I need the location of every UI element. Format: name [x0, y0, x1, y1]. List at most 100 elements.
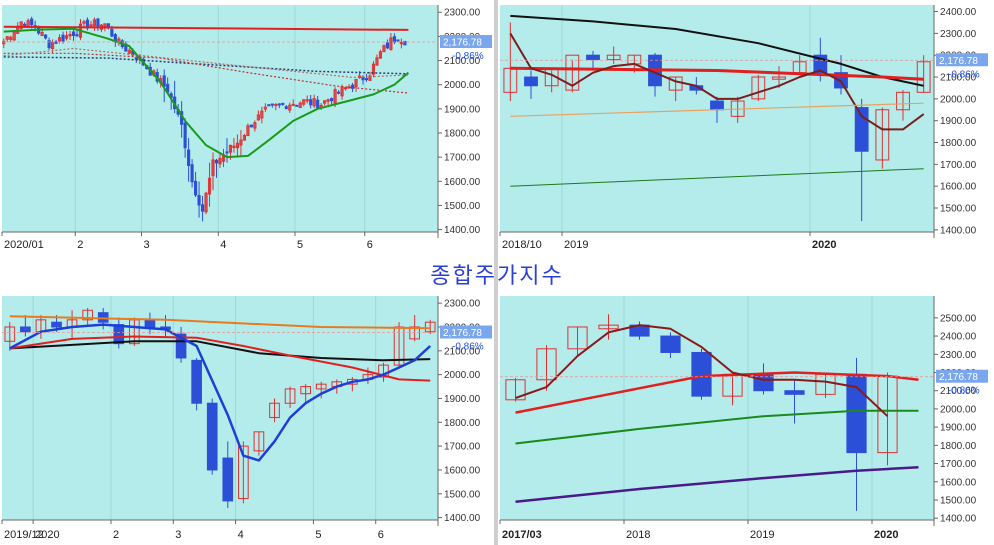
x-tick-label: 2020 [874, 529, 898, 541]
candle-up [298, 102, 302, 108]
candle-up [399, 41, 403, 45]
candle-up [239, 139, 243, 146]
y-tick-label: 2300.00 [940, 29, 977, 40]
candle-down [281, 102, 285, 105]
candle-down [316, 99, 320, 109]
moving-average-line [9, 323, 432, 462]
candle-up [288, 104, 292, 111]
candle-up [424, 321, 436, 333]
candle-down [144, 319, 156, 328]
candle-down [20, 326, 31, 333]
chart-panel-monthly: 2400.002300.002200.002100.002000.001900.… [498, 0, 994, 256]
last-price-label: 2,176.78 [443, 38, 482, 49]
chart-monthly-svg: 2400.002300.002200.002100.002000.001900.… [499, 5, 988, 251]
x-tick-label: 3 [144, 239, 150, 251]
candle-down [200, 204, 205, 212]
moving-average-line [3, 27, 410, 159]
y-tick-label: 1600.00 [444, 177, 481, 188]
y-tick-label: 2100.00 [940, 386, 977, 397]
candle-up [875, 109, 890, 161]
chart-long-term-svg: 2500.002400.002300.002200.002100.002000.… [499, 296, 988, 541]
y-tick-label: 1400.00 [940, 514, 977, 525]
panel-divider-vertical [494, 0, 498, 545]
candle-up [103, 23, 107, 27]
candle-down [309, 99, 313, 106]
x-tick-label: 2020 [812, 239, 836, 251]
candle-up [232, 145, 236, 148]
candle-down [206, 402, 218, 471]
candle-down [396, 39, 400, 42]
candle-up [343, 87, 348, 90]
moving-average-line [9, 340, 431, 362]
candle-up [57, 37, 62, 42]
candle-down [54, 41, 58, 44]
candle-up [368, 75, 372, 81]
candle-down [191, 359, 202, 404]
last-price-box [936, 369, 988, 383]
x-tick-label: 6 [367, 239, 373, 251]
y-tick-label: 1800.00 [444, 418, 481, 429]
y-tick-label: 2100.00 [444, 346, 481, 357]
last-price-box [936, 53, 988, 67]
candles [505, 314, 898, 511]
y-tick-label: 1800.00 [444, 128, 481, 139]
chart-daily-svg: 2300.002200.002100.002000.001900.001800.… [1, 5, 492, 251]
candle-up [204, 192, 208, 213]
candle-up [64, 35, 69, 39]
candle-up [4, 326, 16, 342]
candle-down [183, 122, 187, 149]
y-tick-label: 2100.00 [940, 73, 977, 84]
candle-up [256, 114, 260, 121]
plot-area [2, 5, 438, 232]
change-percent-label: -0.86% [452, 51, 484, 62]
candle-up [9, 36, 13, 40]
candle-down [586, 54, 600, 61]
y-tick-label: 2300.00 [444, 8, 481, 19]
y-tick-label: 1700.00 [444, 153, 481, 164]
y-tick-label: 1600.00 [940, 477, 977, 488]
change-percent-label: -0.86% [948, 386, 980, 397]
candle-down [75, 34, 79, 37]
candle-up [916, 61, 931, 93]
y-tick-label: 1700.00 [444, 442, 481, 453]
candle-up [305, 99, 309, 102]
x-tick-label: 4 [238, 529, 244, 541]
candle-up [371, 63, 376, 75]
moving-average-line [510, 168, 924, 187]
x-tick-label: 2020 [35, 529, 59, 541]
y-tick-label: 2400.00 [940, 7, 977, 18]
x-tick-label: 2019 [750, 529, 774, 541]
moving-average-line [510, 66, 924, 81]
candle-up [92, 19, 97, 27]
candle-up [354, 78, 358, 88]
x-tick-label: 2018 [626, 529, 650, 541]
candle-up [302, 99, 306, 105]
candle-down [361, 76, 365, 81]
candle-down [51, 321, 62, 328]
candle-up [260, 110, 264, 119]
candle-up [409, 326, 420, 340]
candle-up [246, 125, 250, 137]
candle-down [47, 40, 51, 49]
x-tick-label: 2019/12 [4, 529, 44, 541]
candle-up [312, 98, 316, 107]
candle-up [751, 76, 766, 100]
last-price-label: 2,176.78 [939, 372, 978, 383]
x-tick-label: 2 [113, 529, 119, 541]
candle-up [82, 21, 86, 24]
y-tick-label: 2300.00 [940, 350, 977, 361]
candle-down [337, 91, 341, 94]
candle-down [350, 84, 355, 89]
moving-average-line [3, 56, 409, 75]
candle-up [378, 51, 383, 59]
candle-down [162, 75, 166, 87]
candle-down [364, 78, 369, 81]
y-tick-label: 1500.00 [940, 203, 977, 214]
candle-up [565, 54, 580, 91]
candle-up [284, 388, 296, 404]
y-tick-label: 1800.00 [940, 138, 977, 149]
candle-down [284, 106, 288, 110]
y-tick-label: 2000.00 [444, 80, 481, 91]
chart-panel-daily2: 2300.002200.002100.002000.001900.001800.… [0, 292, 494, 545]
candle-down [113, 324, 125, 345]
